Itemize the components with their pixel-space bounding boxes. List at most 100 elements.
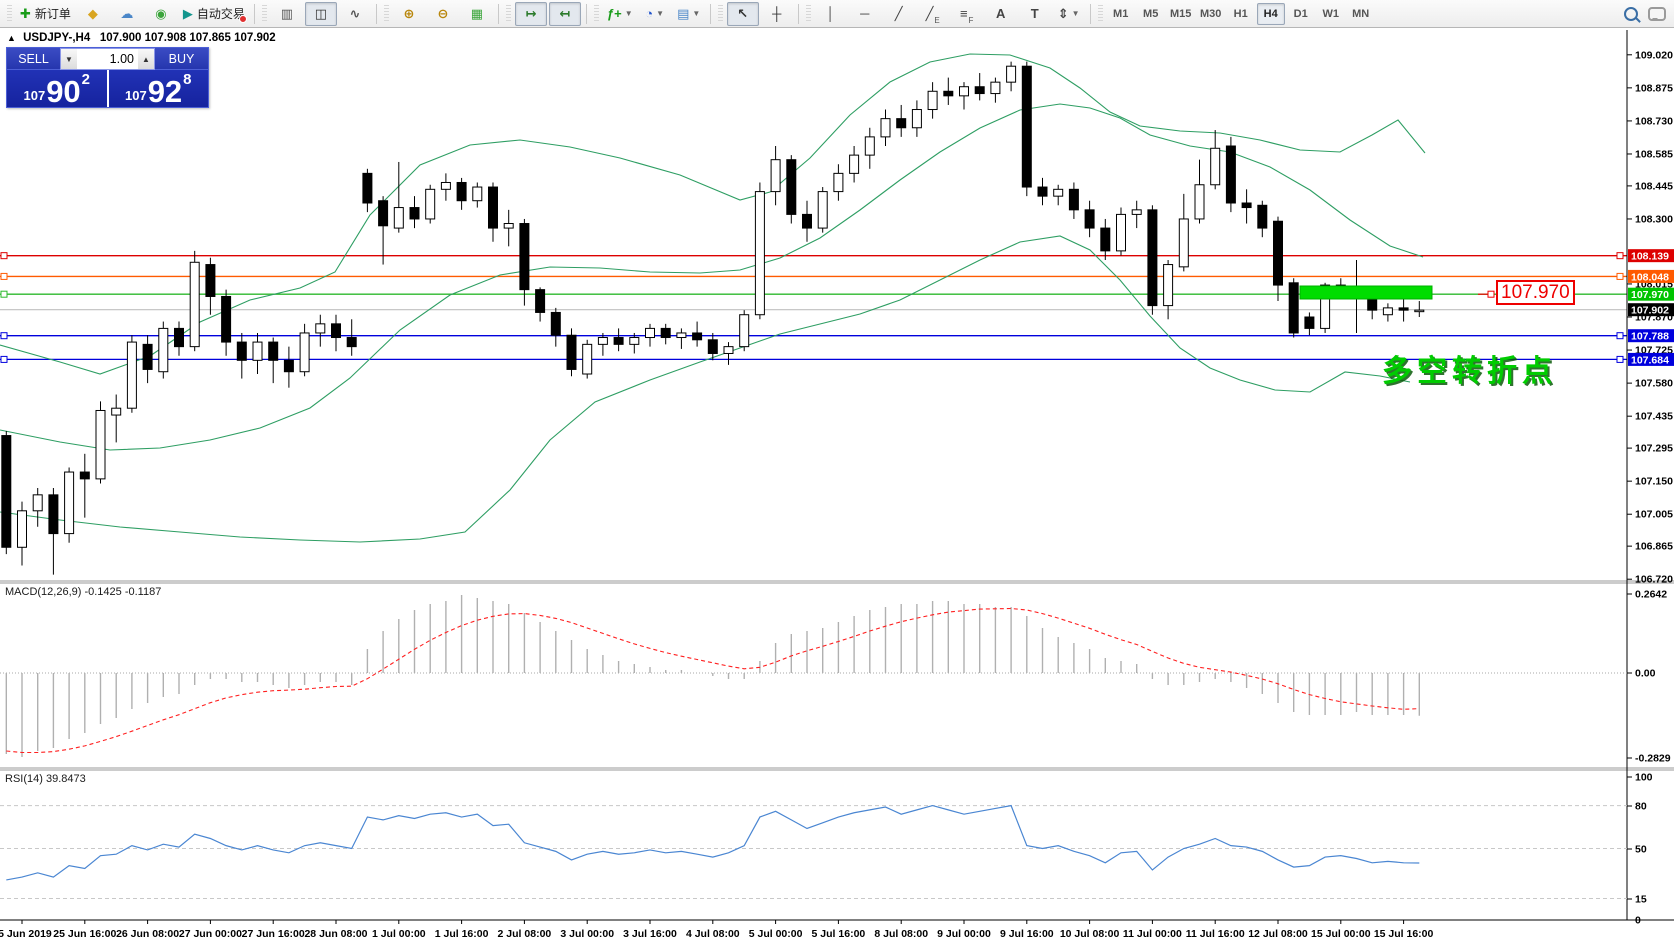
svg-text:106.720: 106.720 — [1635, 574, 1673, 586]
indicators-button[interactable]: ƒ+ ▼ — [603, 2, 637, 26]
bid-price-button[interactable]: 107 90 2 — [7, 70, 109, 107]
svg-text:2 Jul 08:00: 2 Jul 08:00 — [498, 928, 552, 940]
arrows-button-dropdown-icon[interactable]: ▼ — [1071, 9, 1080, 18]
green-highlight-box[interactable] — [1299, 285, 1433, 300]
horizontal-line-button[interactable]: ─ — [849, 2, 881, 26]
ask-pipette: 8 — [183, 71, 192, 88]
text-button[interactable]: A — [985, 2, 1017, 26]
templates-button-dropdown-icon[interactable]: ▼ — [692, 9, 701, 18]
vertical-line-button[interactable]: │ — [815, 2, 847, 26]
svg-text:108.300: 108.300 — [1635, 213, 1673, 225]
chart-shift-button[interactable]: ↦ — [514, 1, 547, 26]
templates-button[interactable]: ▤ ▼ — [673, 2, 705, 26]
metaeditor-icon: ◆ — [87, 6, 98, 21]
macd-indicator-label: MACD(12,26,9) -0.1425 -0.1187 — [5, 586, 162, 598]
svg-text:25 Jun 16:00: 25 Jun 16:00 — [53, 928, 116, 940]
svg-text:26 Jun 08:00: 26 Jun 08:00 — [116, 928, 179, 940]
svg-text:9 Jul 16:00: 9 Jul 16:00 — [1000, 928, 1054, 940]
svg-text:80: 80 — [1635, 801, 1647, 813]
fibonacci-button[interactable]: ≡ F — [959, 6, 974, 25]
community-chat-icon[interactable] — [1648, 7, 1666, 21]
auto-scroll-button[interactable]: ↤ — [548, 1, 581, 26]
text-icon: A — [995, 6, 1006, 21]
tb-sep — [253, 3, 255, 24]
svg-text:25 Jun 2019: 25 Jun 2019 — [0, 928, 52, 940]
volume-down-button[interactable]: ▼ — [61, 49, 77, 69]
crosshair-button[interactable]: ┼ — [761, 2, 793, 26]
channel-button[interactable]: ╱ E — [925, 6, 940, 25]
zoom-in-button[interactable]: ⊕ — [393, 2, 425, 26]
timeframe-w1-button[interactable]: W1 — [1322, 7, 1339, 20]
chart-canvas[interactable]: 109.020 108.875 108.730 108.585 108.445 108.3… — [0, 28, 1674, 949]
tb-grip — [7, 4, 12, 23]
svg-text:107.902: 107.902 — [1631, 305, 1669, 317]
bid-pipette: 2 — [81, 71, 91, 88]
autotrading-button[interactable]: ▶ 自动交易 — [179, 2, 249, 26]
signals-button[interactable]: ◉ — [145, 2, 177, 26]
chart-shift-icon: ↦ — [525, 6, 537, 21]
horizontal-line-icon: ─ — [860, 6, 870, 21]
buy-button[interactable]: BUY — [155, 48, 208, 70]
sell-button[interactable]: SELL — [7, 48, 60, 70]
tile-windows-icon: ▦ — [470, 6, 484, 21]
timeframe-m30-button[interactable]: M30 — [1199, 7, 1222, 20]
chart-bars-button[interactable]: ▥ — [271, 2, 303, 26]
volume-up-button[interactable]: ▲ — [138, 49, 154, 69]
tb-sep — [1089, 3, 1091, 24]
trendline-button[interactable]: ╱ — [883, 2, 915, 26]
svg-text:10 Jul 08:00: 10 Jul 08:00 — [1060, 928, 1120, 940]
search-symbol-icon[interactable] — [1624, 7, 1638, 21]
periods-button-dropdown-icon[interactable]: ▼ — [656, 9, 665, 18]
svg-text:1 Jul 00:00: 1 Jul 00:00 — [372, 928, 426, 940]
arrows-button[interactable]: ⇕ ▼ — [1053, 2, 1085, 26]
cursor-button[interactable]: ↖ — [726, 1, 759, 26]
level-lines-layer[interactable] — [0, 252, 1627, 363]
timeframe-d1-button[interactable]: D1 — [1293, 7, 1308, 20]
bollinger-bands-layer — [0, 53, 1426, 543]
timeframe-h1-button[interactable]: H1 — [1233, 7, 1248, 20]
svg-text:-0.2829: -0.2829 — [1635, 753, 1671, 765]
chinese-annotation[interactable]: 多空转折点 — [1382, 355, 1557, 388]
autotrading-button-label: 自动交易 — [196, 7, 245, 21]
price-callout-label[interactable]: 107.970 — [1496, 280, 1575, 305]
svg-text:15 Jul 16:00: 15 Jul 16:00 — [1374, 928, 1434, 940]
svg-text:0.2642: 0.2642 — [1635, 589, 1667, 601]
metaeditor-button[interactable]: ◆ — [77, 2, 109, 26]
svg-text:9 Jul 00:00: 9 Jul 00:00 — [937, 928, 991, 940]
svg-text:50: 50 — [1635, 844, 1647, 856]
svg-text:108.445: 108.445 — [1635, 180, 1673, 192]
text-label-icon: T — [1030, 6, 1039, 21]
zoom-out-button[interactable]: ⊖ — [427, 2, 459, 26]
collapse-quote-icon[interactable]: ▲ — [7, 33, 16, 43]
ohlc-values: 107.900 107.908 107.865 107.902 — [99, 32, 276, 44]
signals-icon: ◉ — [155, 6, 167, 21]
bollinger-upper — [0, 53, 1426, 375]
periods-button[interactable]: ◔ ▼ — [639, 2, 671, 26]
timeframe-m5-button[interactable]: M5 — [1143, 7, 1159, 20]
timeframe-h4-button[interactable]: H4 — [1256, 2, 1285, 25]
new-order-icon: ✚ — [20, 6, 31, 21]
svg-text:108.139: 108.139 — [1631, 251, 1669, 263]
timeframe-m1-button[interactable]: M1 — [1113, 7, 1129, 20]
chart-candles-button[interactable]: ◫ — [304, 1, 337, 26]
ask-big-figure: 107 — [124, 88, 147, 103]
rsi-line — [6, 804, 1420, 881]
tb-grip — [261, 4, 267, 23]
market-button[interactable]: ☁ — [111, 2, 143, 26]
chart-line-button[interactable]: ∿ — [339, 2, 371, 26]
tb-grip — [717, 4, 723, 23]
volume-input[interactable]: 1.00 — [77, 49, 138, 69]
new-order-button[interactable]: ✚ 新订单 — [16, 2, 75, 26]
ask-price-button[interactable]: 107 92 8 — [108, 70, 208, 107]
text-label-button[interactable]: T — [1019, 2, 1051, 26]
tile-windows-button[interactable]: ▦ — [461, 2, 493, 26]
svg-text:107.005: 107.005 — [1635, 509, 1673, 521]
timeframe-m15-button[interactable]: M15 — [1169, 7, 1192, 20]
autotrading-stopped-dot — [238, 14, 247, 23]
indicators-button-dropdown-icon[interactable]: ▼ — [624, 9, 633, 18]
fibonacci-icon: ≡ — [959, 6, 968, 21]
bid-pips: 90 — [46, 73, 81, 109]
symbol-period-label: USDJPY-,H4 — [23, 32, 91, 44]
tb-grip — [1097, 4, 1103, 23]
timeframe-mn-button[interactable]: MN — [1352, 7, 1370, 20]
